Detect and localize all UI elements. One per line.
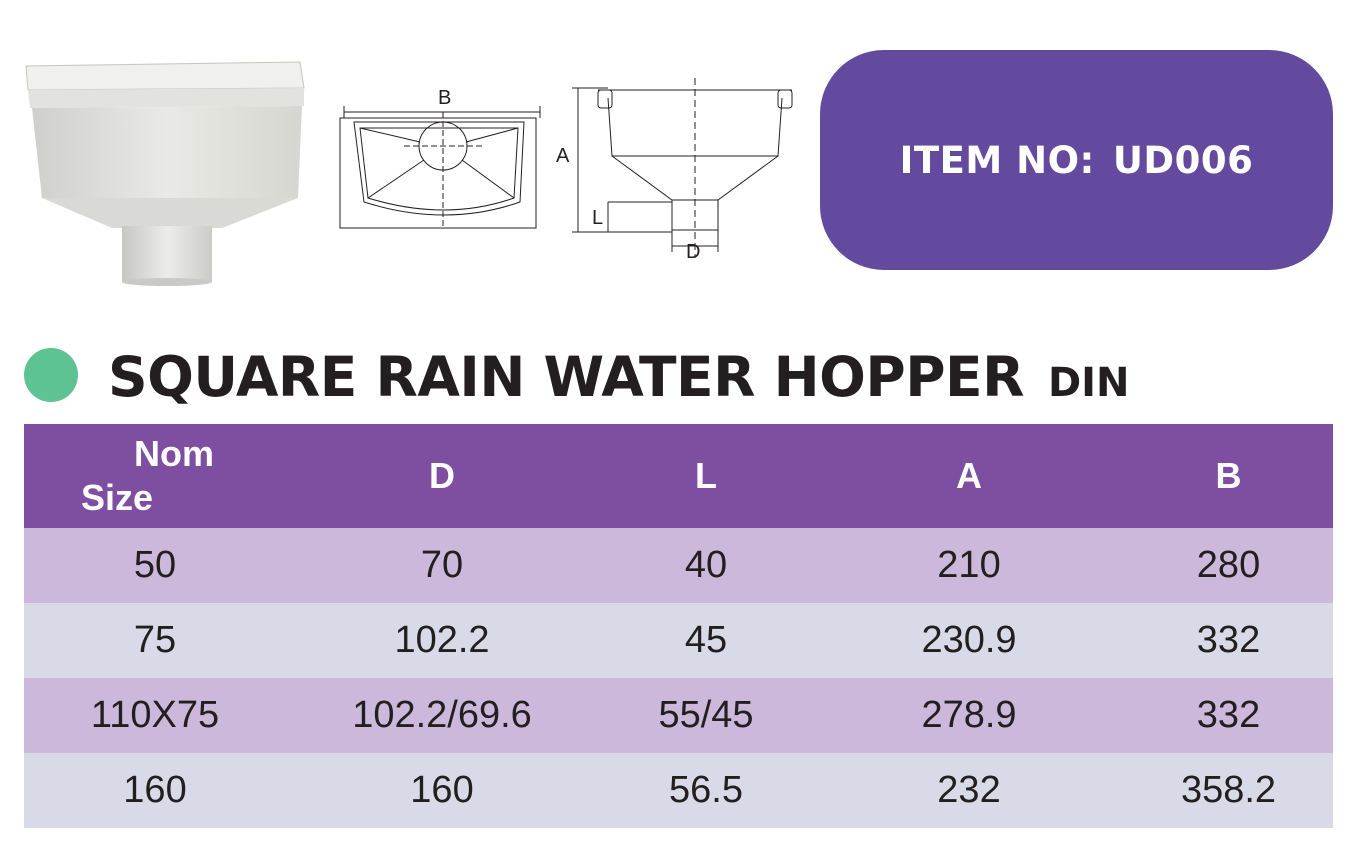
column-header-l: L [598, 424, 814, 528]
table-row: 160 160 56.5 232 358.2 [24, 753, 1333, 828]
side-view-drawing: A L D [556, 78, 793, 263]
table-header-row: Nom Size D L A B [24, 424, 1333, 528]
column-header-b: B [1124, 424, 1333, 528]
product-name: SQUARE RAIN WATER HOPPER [108, 345, 1024, 409]
cell-l: 40 [598, 528, 814, 603]
cell-l: 45 [598, 603, 814, 678]
column-header-size: Size [81, 477, 154, 518]
cell-d: 70 [286, 528, 598, 603]
cell-a: 278.9 [814, 678, 1124, 753]
column-header-a: A [814, 424, 1124, 528]
section-bullet [24, 348, 78, 402]
column-header-nom-size: Nom Size [24, 424, 286, 528]
cell-a: 210 [814, 528, 1124, 603]
cell-b: 332 [1124, 603, 1333, 678]
dim-d-label: D [686, 241, 700, 263]
cell-d: 160 [286, 753, 598, 828]
cell-d: 102.2/69.6 [286, 678, 598, 753]
table-row: 110X75 102.2/69.6 55/45 278.9 332 [24, 678, 1333, 753]
table-row: 75 102.2 45 230.9 332 [24, 603, 1333, 678]
cell-b: 332 [1124, 678, 1333, 753]
item-number-badge: ITEM NO: UD006 [820, 50, 1333, 270]
cell-b: 280 [1124, 528, 1333, 603]
column-header-d: D [286, 424, 598, 528]
cell-a: 232 [814, 753, 1124, 828]
column-header-nom: Nom [134, 433, 214, 474]
dim-b-label: B [438, 87, 451, 109]
top-view-drawing: B [339, 87, 541, 229]
product-photo [25, 61, 305, 286]
cell-nom-size: 75 [24, 603, 286, 678]
spec-table: Nom Size D L A B 50 70 40 210 280 75 102… [24, 424, 1333, 828]
dim-l-label: L [592, 207, 603, 229]
table-row: 50 70 40 210 280 [24, 528, 1333, 603]
cell-l: 56.5 [598, 753, 814, 828]
cell-l: 55/45 [598, 678, 814, 753]
cell-b: 358.2 [1124, 753, 1333, 828]
cell-nom-size: 50 [24, 528, 286, 603]
product-title: SQUARE RAIN WATER HOPPER DIN [108, 343, 1130, 417]
item-label: ITEM NO: [899, 138, 1095, 182]
dim-a-label: A [556, 145, 570, 167]
product-standard: DIN [1047, 360, 1130, 406]
cell-d: 102.2 [286, 603, 598, 678]
cell-a: 230.9 [814, 603, 1124, 678]
cell-nom-size: 110X75 [24, 678, 286, 753]
cell-nom-size: 160 [24, 753, 286, 828]
item-number: UD006 [1112, 138, 1254, 182]
